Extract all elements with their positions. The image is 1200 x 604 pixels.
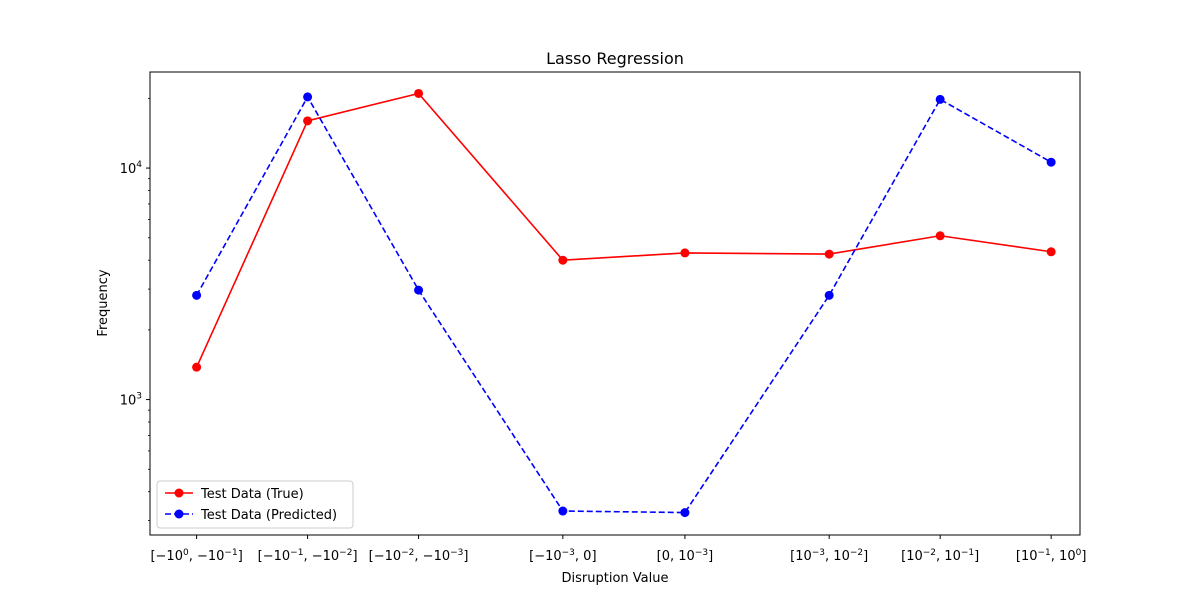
tick-exponent: −1: [224, 548, 237, 558]
data-point: [824, 290, 834, 300]
tick-part: , 10: [1051, 549, 1076, 564]
tick-part: ]: [352, 549, 357, 564]
data-point: [935, 94, 945, 104]
data-point: [1046, 247, 1056, 257]
legend-swatch-marker: [174, 488, 184, 498]
x-tick-label: [−10−3​, 0]: [529, 548, 596, 564]
tick-exponent: −2: [339, 548, 352, 558]
tick-part: [10: [901, 549, 923, 564]
data-point: [303, 92, 313, 102]
tick-exponent: −3: [695, 548, 708, 558]
tick-part: ]: [1081, 549, 1086, 564]
legend-box: [156, 480, 354, 529]
tick-part: ]: [708, 549, 713, 564]
series-line-1: [195, 95, 1052, 514]
data-point: [558, 506, 568, 516]
tick-part: ]: [591, 549, 596, 564]
data-point: [303, 116, 313, 126]
tick-exponent: −3: [812, 548, 825, 558]
legend-swatch-marker: [174, 509, 184, 519]
series-0: [192, 88, 1056, 372]
x-axis-label: Disruption Value: [562, 571, 669, 586]
tick-part: [0, 10: [657, 549, 695, 564]
tick-part: [−10: [369, 549, 402, 564]
tick-exponent: −1: [961, 548, 974, 558]
tick-exponent: −2: [923, 548, 936, 558]
data-point: [1046, 157, 1056, 167]
tick-exponent: 3: [136, 392, 142, 402]
tick-exponent: −3: [562, 548, 575, 558]
data-point: [680, 248, 690, 258]
tick-exponent: 4: [136, 160, 142, 170]
tick-part: , −10: [189, 549, 225, 564]
tick-exponent: 0: [1076, 548, 1082, 558]
x-axis: [−100​, −10−1​][−10−1​, −10−2​][−10−2​, …: [150, 535, 1086, 564]
tick-exponent: −2: [850, 548, 863, 558]
x-tick-label: [−10−2​, −10−3​]: [369, 548, 469, 564]
tick-part: , −10: [303, 549, 339, 564]
plot-frame: [149, 71, 1081, 536]
chart-title: Lasso Regression: [546, 49, 684, 68]
y-axis-label: Frequency: [96, 269, 111, 336]
tick-base: 10: [120, 394, 137, 409]
series-line-0: [195, 92, 1052, 368]
data-point: [824, 249, 834, 259]
data-point: [192, 362, 202, 372]
tick-part: [−10: [529, 549, 562, 564]
series-1: [192, 92, 1056, 518]
x-tick-label: [10−1​, 100​]: [1016, 548, 1087, 564]
x-tick-label: [−10−1​, −10−2​]: [258, 548, 358, 564]
tick-part: [10: [790, 549, 812, 564]
x-tick-label: [−100​, −10−1​]: [150, 548, 242, 564]
tick-part: ]: [974, 549, 979, 564]
tick-part: [−10: [258, 549, 291, 564]
x-tick-label: [10−2​, 10−1​]: [901, 548, 979, 564]
data-point: [414, 88, 424, 98]
tick-part: , −10: [414, 549, 450, 564]
data-point: [414, 285, 424, 295]
legend: Test Data (True) Test Data (Predicted): [156, 480, 354, 529]
data-point: [935, 231, 945, 241]
tick-part: ]: [463, 549, 468, 564]
tick-part: [10: [1016, 549, 1038, 564]
plot-area: [192, 88, 1056, 518]
data-point: [192, 290, 202, 300]
tick-part: , 10: [825, 549, 850, 564]
y-tick-label: 104: [120, 160, 143, 177]
tick-exponent: −1: [290, 548, 303, 558]
x-tick-label: [0, 10−3​]: [657, 548, 714, 564]
tick-part: , 0: [575, 549, 592, 564]
tick-exponent: −1: [1038, 548, 1051, 558]
tick-part: , 10: [936, 549, 961, 564]
tick-part: ]: [863, 549, 868, 564]
x-tick-label: [10−3​, 10−2​]: [790, 548, 868, 564]
tick-part: ]: [238, 549, 243, 564]
legend-label: Test Data (Predicted): [200, 508, 337, 523]
legend-label: Test Data (True): [200, 487, 304, 502]
tick-exponent: 0: [183, 548, 189, 558]
tick-base: 10: [120, 162, 137, 177]
data-point: [558, 255, 568, 265]
tick-part: [−10: [150, 549, 183, 564]
tick-exponent: −3: [450, 548, 463, 558]
tick-exponent: −2: [401, 548, 414, 558]
y-tick-label: 103: [120, 392, 142, 409]
data-point: [680, 508, 690, 518]
